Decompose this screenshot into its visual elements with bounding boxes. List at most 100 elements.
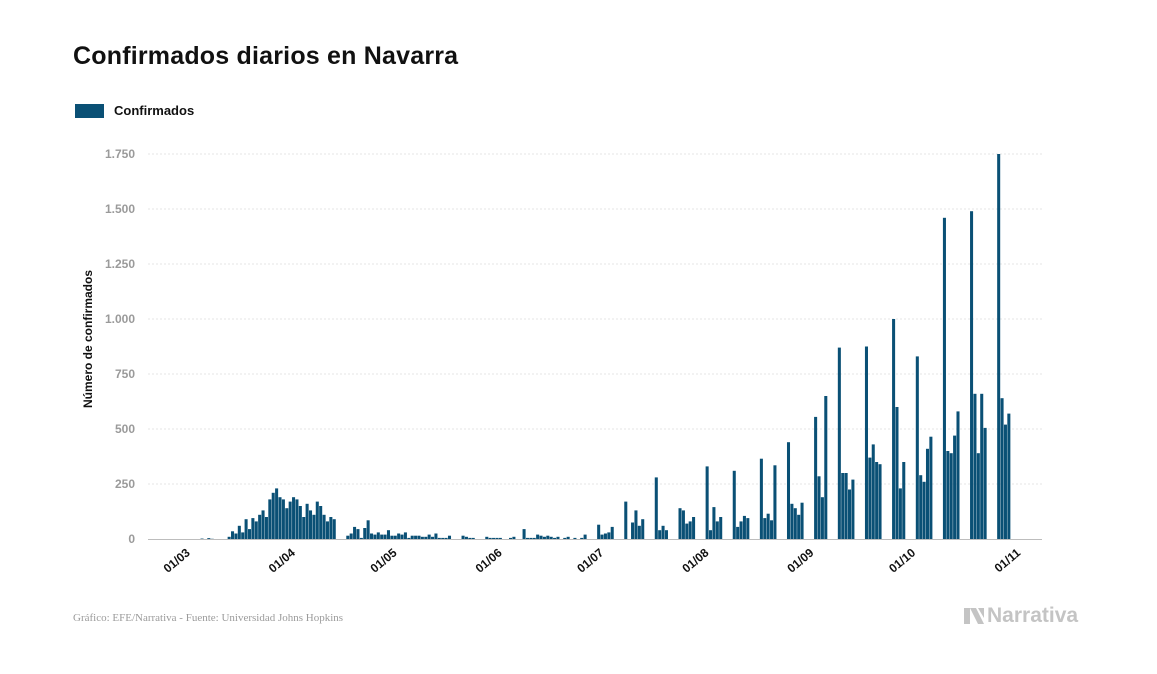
x-tick-label: 01/11 [992,545,1024,575]
bar [770,520,774,539]
bar [922,481,926,539]
bar [919,475,923,539]
bar [322,514,326,539]
bar [898,488,902,539]
bar [431,536,435,539]
bar [366,520,370,539]
y-axis-label: Número de confirmados [81,270,95,408]
bar [356,529,360,539]
bar [407,537,411,539]
bar [325,521,329,539]
source-note: Gráfico: EFE/Narrativa - Fuente: Univers… [73,612,344,624]
bar [400,534,404,539]
bar [509,537,513,539]
bar [837,347,841,539]
bar [953,435,957,539]
bar [275,488,279,539]
bar [895,407,899,539]
bar [817,476,821,539]
bar [380,534,384,539]
bar [949,453,953,539]
bar [709,530,713,539]
bar [553,537,557,539]
bar [434,533,438,539]
y-tick-label: 1.500 [105,202,135,216]
bar [973,393,977,539]
bar [631,522,635,539]
bar [797,514,801,539]
bar [848,489,852,539]
bar [254,521,258,539]
bar [566,536,570,539]
bar [864,346,868,539]
x-tick-label: 01/08 [679,545,711,575]
bar [892,319,896,539]
grid-lines [148,153,1042,485]
bar [302,517,306,539]
bar [444,537,448,539]
bar [522,529,526,539]
bar [925,448,930,539]
bar [525,537,529,539]
bar [363,528,367,539]
bar [376,532,380,539]
bar [692,517,696,539]
bar [485,536,489,539]
bar [976,453,980,539]
bar [241,532,245,539]
bar [549,536,553,539]
bar [546,535,550,539]
bar [227,536,231,539]
bar [624,501,628,539]
bar [261,510,265,539]
bar [417,535,421,539]
bar [851,479,855,539]
bar [247,529,252,539]
bar [970,211,974,539]
bar [271,492,275,539]
bar [732,470,736,539]
bar [786,442,791,539]
bar [610,526,614,539]
x-tick-label: 01/04 [266,545,298,575]
bar [397,533,401,539]
bar [556,536,560,539]
bar [258,514,262,539]
bar [688,521,692,539]
bar [871,444,875,539]
bar [820,497,824,539]
y-tick-label: 750 [115,367,135,381]
bar [600,534,604,539]
bar [359,537,363,539]
bar [295,499,299,539]
bar [285,508,289,539]
bar [1007,413,1011,539]
narrativa-logo-icon [964,608,984,624]
bar [268,499,272,539]
bar [766,513,770,539]
bar [461,535,465,539]
bar [393,535,397,539]
brand-name: Narrativa [987,604,1079,627]
legend: Confirmados [75,103,194,118]
bar [875,462,879,539]
bar [471,537,475,539]
bar [424,536,428,539]
legend-label: Confirmados [114,103,195,118]
bar [427,534,431,539]
bar [681,510,685,539]
legend-swatch [75,103,104,118]
bar [603,533,607,539]
bar [251,518,255,539]
bar [308,510,313,539]
bar [742,515,746,539]
bar [800,502,804,539]
x-axis-ticks: 01/03 01/04 01/05 01/06 01/07 01/08 01/09 01/10… [161,545,1024,575]
bar [403,532,407,539]
bar [332,519,336,539]
bar [281,499,285,539]
bar [410,535,414,539]
bar [902,462,906,539]
bar [447,535,452,539]
